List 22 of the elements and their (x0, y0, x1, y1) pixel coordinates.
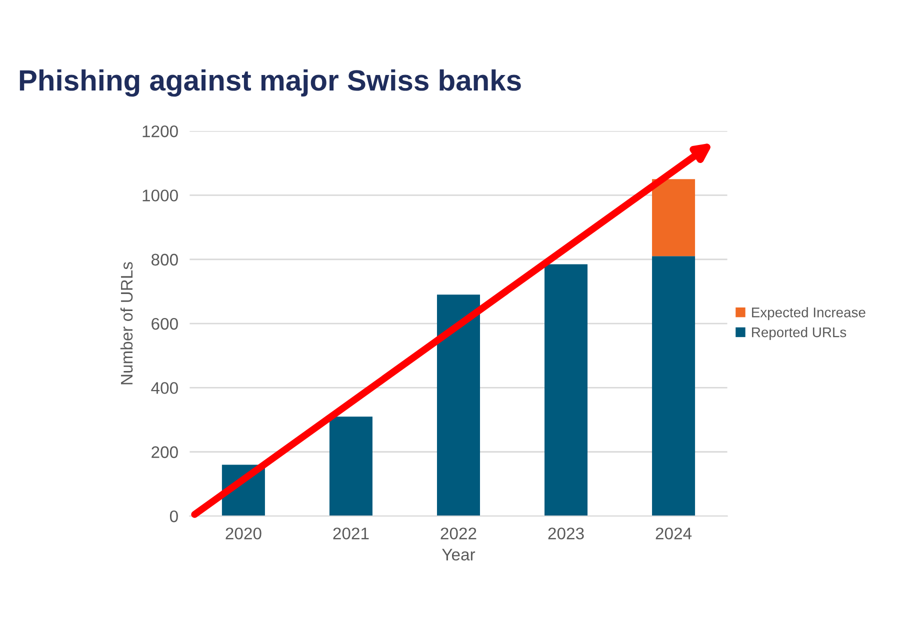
x-tick-label: 2023 (548, 528, 584, 540)
y-tick-label: 400 (151, 382, 178, 394)
x-tick-label: 2024 (656, 528, 692, 540)
y-tick-label: 800 (151, 254, 178, 266)
chart-title: Phishing against major Swiss banks (20, 69, 521, 97)
y-tick-label: 1000 (142, 190, 178, 202)
x-tick-label: 2021 (333, 528, 369, 540)
bar (329, 416, 372, 516)
y-tick-label: 0 (170, 510, 178, 522)
y-axis-title: Number of URLs (120, 262, 133, 384)
x-axis-title: Year (442, 548, 476, 560)
legend-label: Reported URLs (752, 327, 846, 340)
y-tick-label: 1200 (142, 125, 178, 138)
bar (652, 256, 696, 516)
legend-label: Expected Increase (752, 307, 866, 320)
y-tick-label: 600 (152, 318, 178, 330)
bar (436, 294, 480, 516)
x-tick-label: 2020 (226, 528, 262, 540)
x-tick-label: 2022 (440, 528, 476, 540)
bar (652, 179, 696, 256)
bar (544, 264, 588, 516)
y-tick-label: 200 (152, 446, 178, 458)
